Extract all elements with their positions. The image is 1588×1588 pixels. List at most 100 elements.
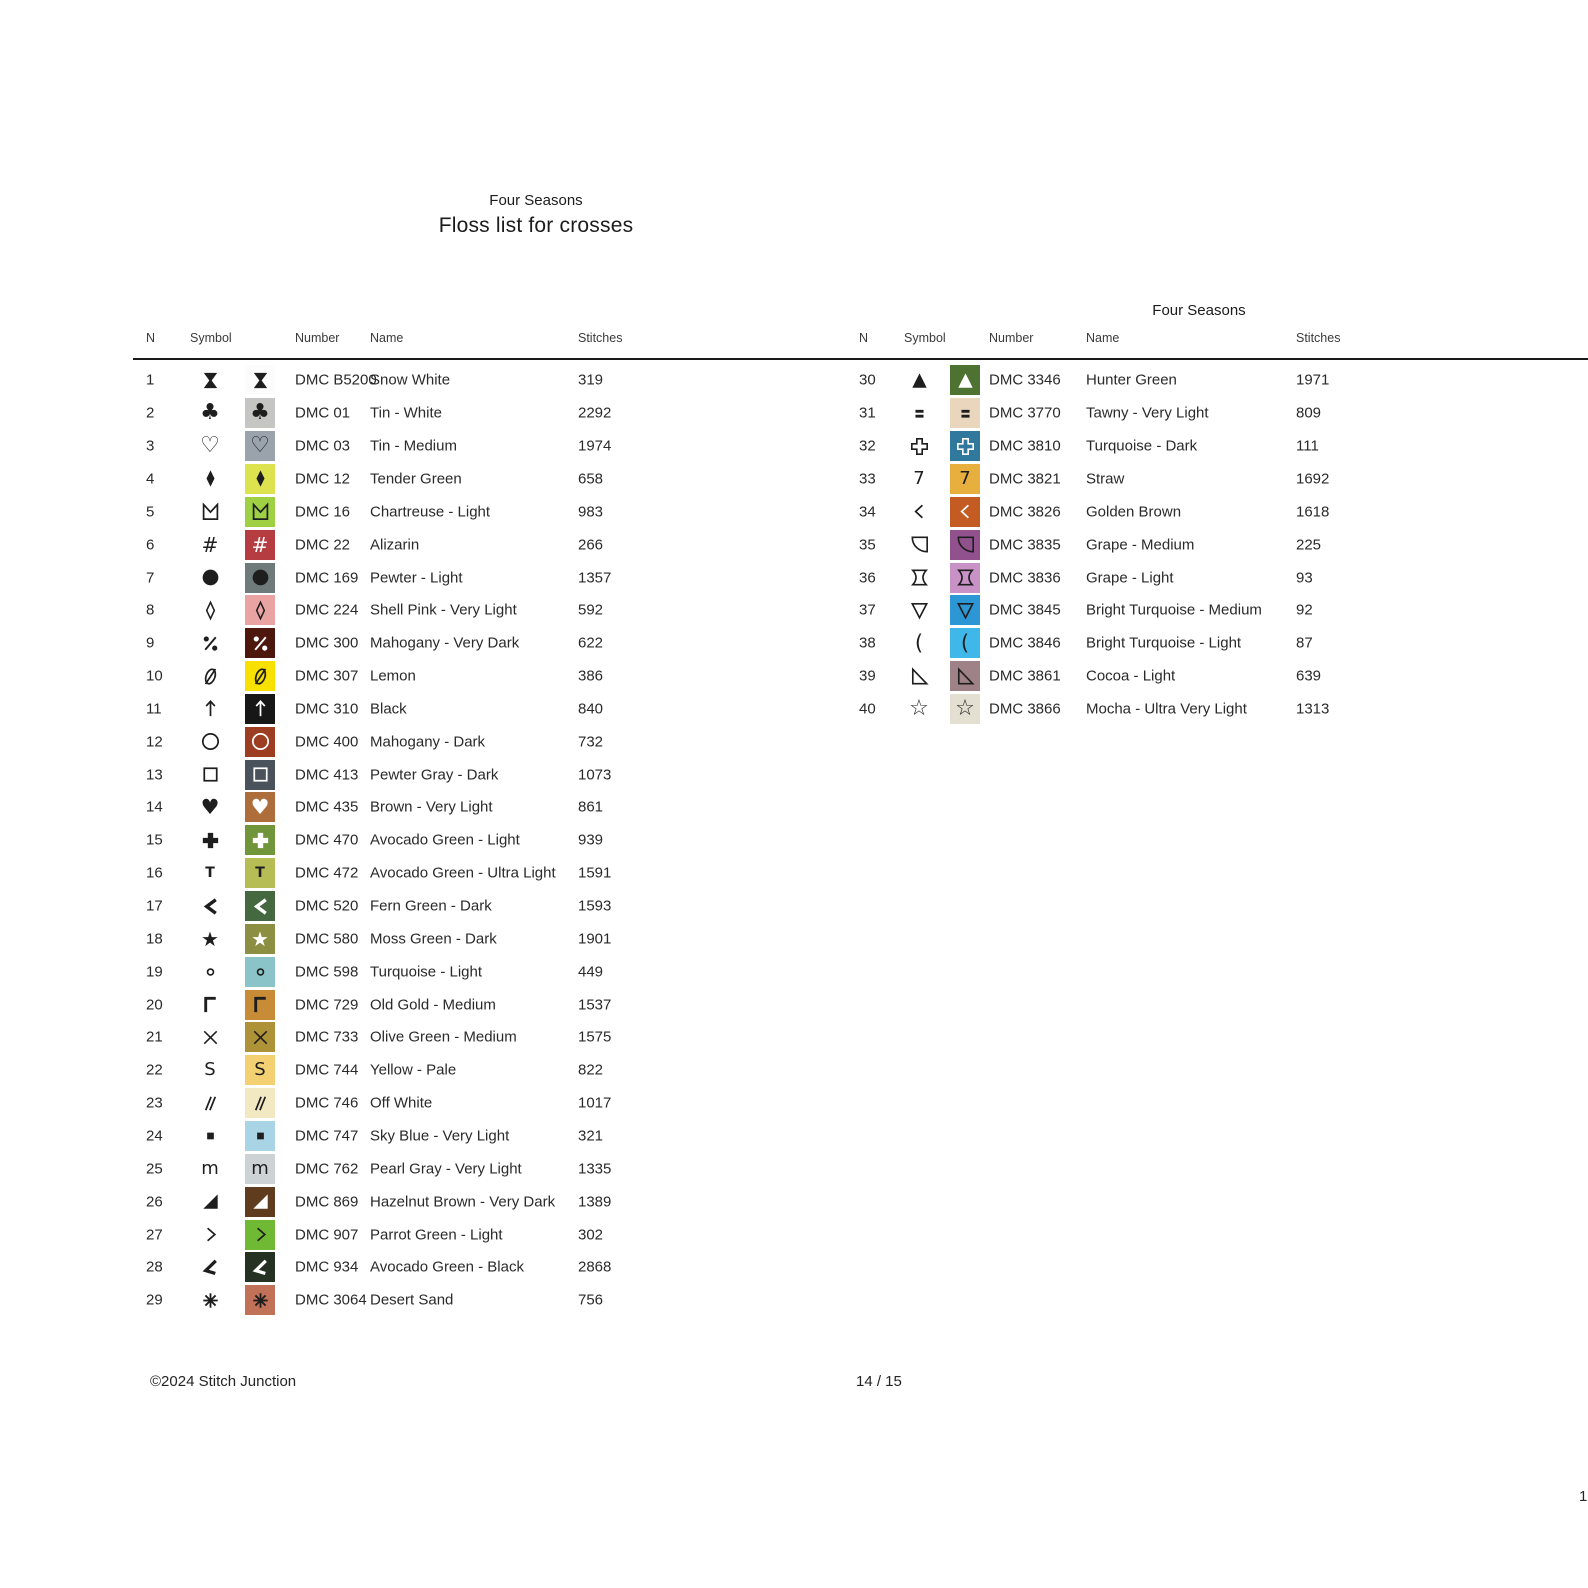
stitch-count: 822 (578, 1061, 604, 1079)
dmc-number: DMC 169 (295, 569, 359, 587)
floss-row: 37 DMC 3845 Bright Turquoise - Medium 92 (859, 594, 1389, 627)
row-number: 8 (146, 601, 155, 619)
color-swatch (245, 825, 275, 856)
club-icon: ♣ (250, 400, 270, 426)
row-number: 28 (146, 1258, 163, 1276)
color-swatch (245, 496, 275, 527)
floss-name: Olive Green - Medium (370, 1028, 517, 1046)
angle-bold-icon (249, 1256, 272, 1279)
symbol-cell: ♡ (195, 431, 225, 461)
symbol-cell (195, 365, 225, 395)
row-number: 6 (146, 536, 155, 554)
floss-row: 12 DMC 400 Mahogany - Dark 732 (146, 725, 676, 758)
floss-name: Tawny - Very Light (1086, 404, 1209, 422)
row-number: 27 (146, 1226, 163, 1244)
page-number: 14 / 15 (856, 1373, 902, 1390)
row-number: 4 (146, 470, 155, 488)
row-number: 12 (146, 733, 163, 751)
star-filled-icon: ★ (201, 926, 219, 951)
chevron-left-bold-icon (249, 895, 272, 918)
stitch-count: 1974 (578, 437, 612, 455)
floss-row: 16 T T DMC 472 Avocado Green - Ultra Light 15… (146, 857, 676, 890)
star-outline-icon: ☆ (955, 695, 975, 721)
symbol-cell (195, 1022, 225, 1052)
symbol-cell: ♣ (195, 398, 225, 428)
dmc-number: DMC 300 (295, 634, 359, 652)
floss-row: 24 DMC 747 Sky Blue - Very Light 321 (146, 1120, 676, 1153)
color-swatch (950, 562, 980, 593)
row-number: 26 (146, 1193, 163, 1211)
floss-row: 4 DMC 12 Tender Green 658 (146, 463, 676, 496)
floss-row: 26 DMC 869 Hazelnut Brown - Very Dark 1389 (146, 1185, 676, 1218)
color-swatch (245, 562, 275, 593)
stitch-count: 939 (578, 831, 604, 849)
row-number: 22 (146, 1061, 163, 1079)
symbol-cell (195, 760, 225, 790)
dmc-number: DMC 3835 (989, 536, 1061, 554)
stitch-count: 1389 (578, 1193, 612, 1211)
double-slash-icon (249, 1092, 272, 1115)
row-number: 16 (146, 864, 163, 882)
diamond-filled-icon (199, 467, 222, 490)
stitch-count: 809 (1296, 404, 1322, 422)
stitch-count: 92 (1296, 601, 1313, 619)
page-title-block: Four Seasons Floss list for crosses (336, 192, 736, 239)
percent-icon (199, 632, 222, 655)
floss-row: 27 DMC 907 Parrot Green - Light 302 (146, 1218, 676, 1251)
stitch-count: 861 (578, 798, 604, 816)
color-swatch (950, 529, 980, 560)
stitch-count: 1335 (578, 1160, 612, 1178)
color-swatch (245, 1186, 275, 1217)
floss-name: Golden Brown (1086, 503, 1182, 521)
row-number: 32 (859, 437, 876, 455)
dmc-number: DMC 310 (295, 700, 359, 718)
symbol-cell: ♥ (195, 792, 225, 822)
heart-filled-icon: ♥ (200, 794, 220, 819)
symbol-cell: S (195, 1055, 225, 1085)
color-swatch (950, 661, 980, 692)
dmc-number: DMC 729 (295, 996, 359, 1014)
stitch-count: 1313 (1296, 700, 1330, 718)
floss-row: 31 DMC 3770 Tawny - Very Light 809 (859, 397, 1389, 430)
row-number: 33 (859, 470, 876, 488)
color-swatch (245, 1120, 275, 1151)
floss-name: Fern Green - Dark (370, 897, 492, 915)
cross-heavy-icon (249, 829, 272, 852)
stitch-count: 732 (578, 733, 604, 751)
floss-name: Turquoise - Light (370, 963, 483, 981)
column-header-name: Name (370, 331, 404, 345)
quarter-pie-icon (908, 533, 931, 556)
floss-row: 7 DMC 169 Pewter - Light 1357 (146, 561, 676, 594)
color-swatch (245, 628, 275, 659)
floss-row: 21 DMC 733 Olive Green - Medium 1575 (146, 1021, 676, 1054)
color-swatch (950, 398, 980, 429)
dmc-number: DMC 470 (295, 831, 359, 849)
floss-name: Straw (1086, 470, 1125, 488)
floss-row: 17 DMC 520 Fern Green - Dark 1593 (146, 890, 676, 923)
square-small-filled-icon (249, 1124, 272, 1147)
row-number: 35 (859, 536, 876, 554)
heart-filled-icon: ♥ (250, 794, 270, 819)
symbol-cell (195, 727, 225, 757)
floss-name: Pearl Gray - Very Light (370, 1160, 522, 1178)
edge-page-number: 1 (1579, 1488, 1588, 1505)
triangle-corner-filled-icon (199, 1190, 222, 1213)
row-number: 24 (146, 1127, 163, 1145)
triangle-down-outline-icon (908, 599, 931, 622)
color-swatch: # (245, 529, 275, 560)
floss-row: 35 DMC 3835 Grape - Medium 225 (859, 528, 1389, 561)
floss-row: 9 DMC 300 Mahogany - Very Dark 622 (146, 627, 676, 660)
color-swatch (950, 431, 980, 462)
floss-row: 34 DMC 3826 Golden Brown 1618 (859, 495, 1389, 528)
color-swatch (950, 365, 980, 396)
symbol-cell (195, 497, 225, 527)
square-small-filled-icon (199, 1124, 222, 1147)
floss-row: 8 DMC 224 Shell Pink - Very Light 592 (146, 594, 676, 627)
column-header-n: N (859, 331, 869, 345)
symbol-cell (195, 464, 225, 494)
row-number: 39 (859, 667, 876, 685)
floss-name: Sky Blue - Very Light (370, 1127, 510, 1145)
equals-bold-icon (954, 402, 977, 425)
dmc-number: DMC 580 (295, 930, 359, 948)
asterisk-icon (199, 1289, 222, 1312)
